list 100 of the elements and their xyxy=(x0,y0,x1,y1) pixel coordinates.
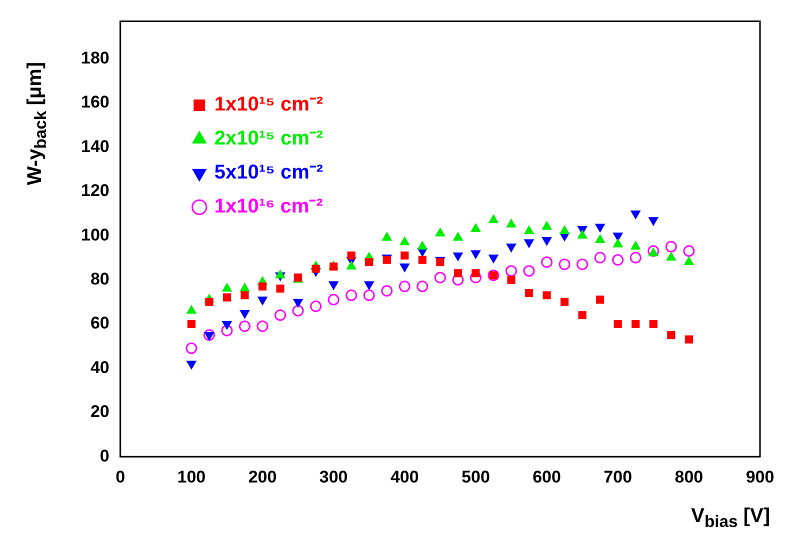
point xyxy=(542,291,551,300)
x-tick-label: 100 xyxy=(177,467,206,486)
point xyxy=(238,320,250,332)
point xyxy=(434,272,446,284)
point xyxy=(506,265,518,277)
point xyxy=(418,241,428,250)
point xyxy=(578,311,586,320)
x-tick-label: 400 xyxy=(390,467,419,486)
point xyxy=(364,281,374,290)
x-axis-title: V$_{bias}$ [V] xyxy=(691,505,770,532)
point xyxy=(506,219,516,228)
point xyxy=(256,320,268,332)
point xyxy=(240,291,249,300)
point xyxy=(472,269,480,278)
point xyxy=(400,236,410,246)
point xyxy=(560,298,569,306)
point xyxy=(488,214,498,224)
point xyxy=(186,342,198,354)
point xyxy=(524,226,534,234)
point xyxy=(312,264,320,273)
point xyxy=(596,296,604,304)
point xyxy=(683,245,695,257)
y-tick-label: 180 xyxy=(80,48,110,68)
point xyxy=(222,320,232,330)
point xyxy=(363,290,375,302)
point xyxy=(523,265,535,277)
point xyxy=(684,256,694,266)
y-tick-label: 60 xyxy=(90,314,110,333)
point xyxy=(684,335,693,344)
point xyxy=(274,309,286,321)
point xyxy=(630,252,642,264)
point xyxy=(560,226,570,234)
point xyxy=(310,300,322,312)
y-tick-label: 20 xyxy=(90,402,110,422)
point xyxy=(507,276,516,284)
point xyxy=(365,258,374,266)
point xyxy=(346,290,358,302)
y-tick-label: 80 xyxy=(90,269,110,288)
point xyxy=(453,232,463,241)
point xyxy=(435,228,446,236)
x-tick-label: 600 xyxy=(532,467,561,486)
point xyxy=(347,251,356,260)
point xyxy=(416,280,428,292)
point xyxy=(187,320,196,328)
point xyxy=(666,252,676,261)
legend-label: 1x10¹⁶ cm⁻² xyxy=(214,196,324,218)
point xyxy=(667,331,676,340)
point xyxy=(630,241,640,250)
point xyxy=(346,261,356,270)
legend-label: 1x10¹⁵ cm⁻² xyxy=(214,94,324,116)
point xyxy=(649,320,658,328)
point xyxy=(558,258,570,270)
point xyxy=(454,269,462,278)
point xyxy=(542,221,552,230)
point xyxy=(275,270,286,278)
x-tick-label: 700 xyxy=(604,467,632,486)
x-tick-label: 500 xyxy=(462,467,490,486)
point xyxy=(470,223,481,232)
point xyxy=(222,293,232,302)
point xyxy=(541,256,553,268)
point xyxy=(381,285,393,297)
point xyxy=(382,232,392,241)
point xyxy=(648,248,658,256)
point xyxy=(293,298,303,308)
point xyxy=(222,283,232,292)
legend-label: 2x10¹⁵ cm⁻² xyxy=(214,128,324,150)
point xyxy=(258,282,267,290)
x-tick-label: 200 xyxy=(248,467,277,486)
point xyxy=(204,332,214,341)
point xyxy=(186,360,196,370)
point xyxy=(613,238,623,248)
point xyxy=(614,320,622,328)
x-tick-label: 900 xyxy=(746,467,774,486)
point xyxy=(594,252,606,264)
point xyxy=(328,294,340,306)
point xyxy=(577,230,588,239)
y-tick-label: 40 xyxy=(90,358,110,377)
point xyxy=(240,283,250,292)
point xyxy=(612,254,624,266)
point xyxy=(524,289,534,298)
point xyxy=(276,284,284,293)
legend-label: 5x10¹⁵ cm⁻² xyxy=(214,162,324,184)
point xyxy=(595,234,605,244)
point xyxy=(576,258,588,270)
point xyxy=(632,320,640,328)
y-tick-label: 0 xyxy=(100,446,110,466)
x-tick-label: 0 xyxy=(116,467,126,486)
point xyxy=(292,304,304,316)
point xyxy=(186,305,196,314)
point xyxy=(205,298,214,306)
point xyxy=(418,256,426,264)
point xyxy=(665,240,677,252)
y-tick-label: 160 xyxy=(80,92,110,112)
point xyxy=(400,251,409,260)
point xyxy=(328,281,338,290)
y-tick-label: 140 xyxy=(80,136,110,156)
point xyxy=(240,310,250,318)
y-tick-label: 120 xyxy=(80,181,110,200)
x-tick-label: 800 xyxy=(674,467,704,486)
point xyxy=(398,280,410,292)
